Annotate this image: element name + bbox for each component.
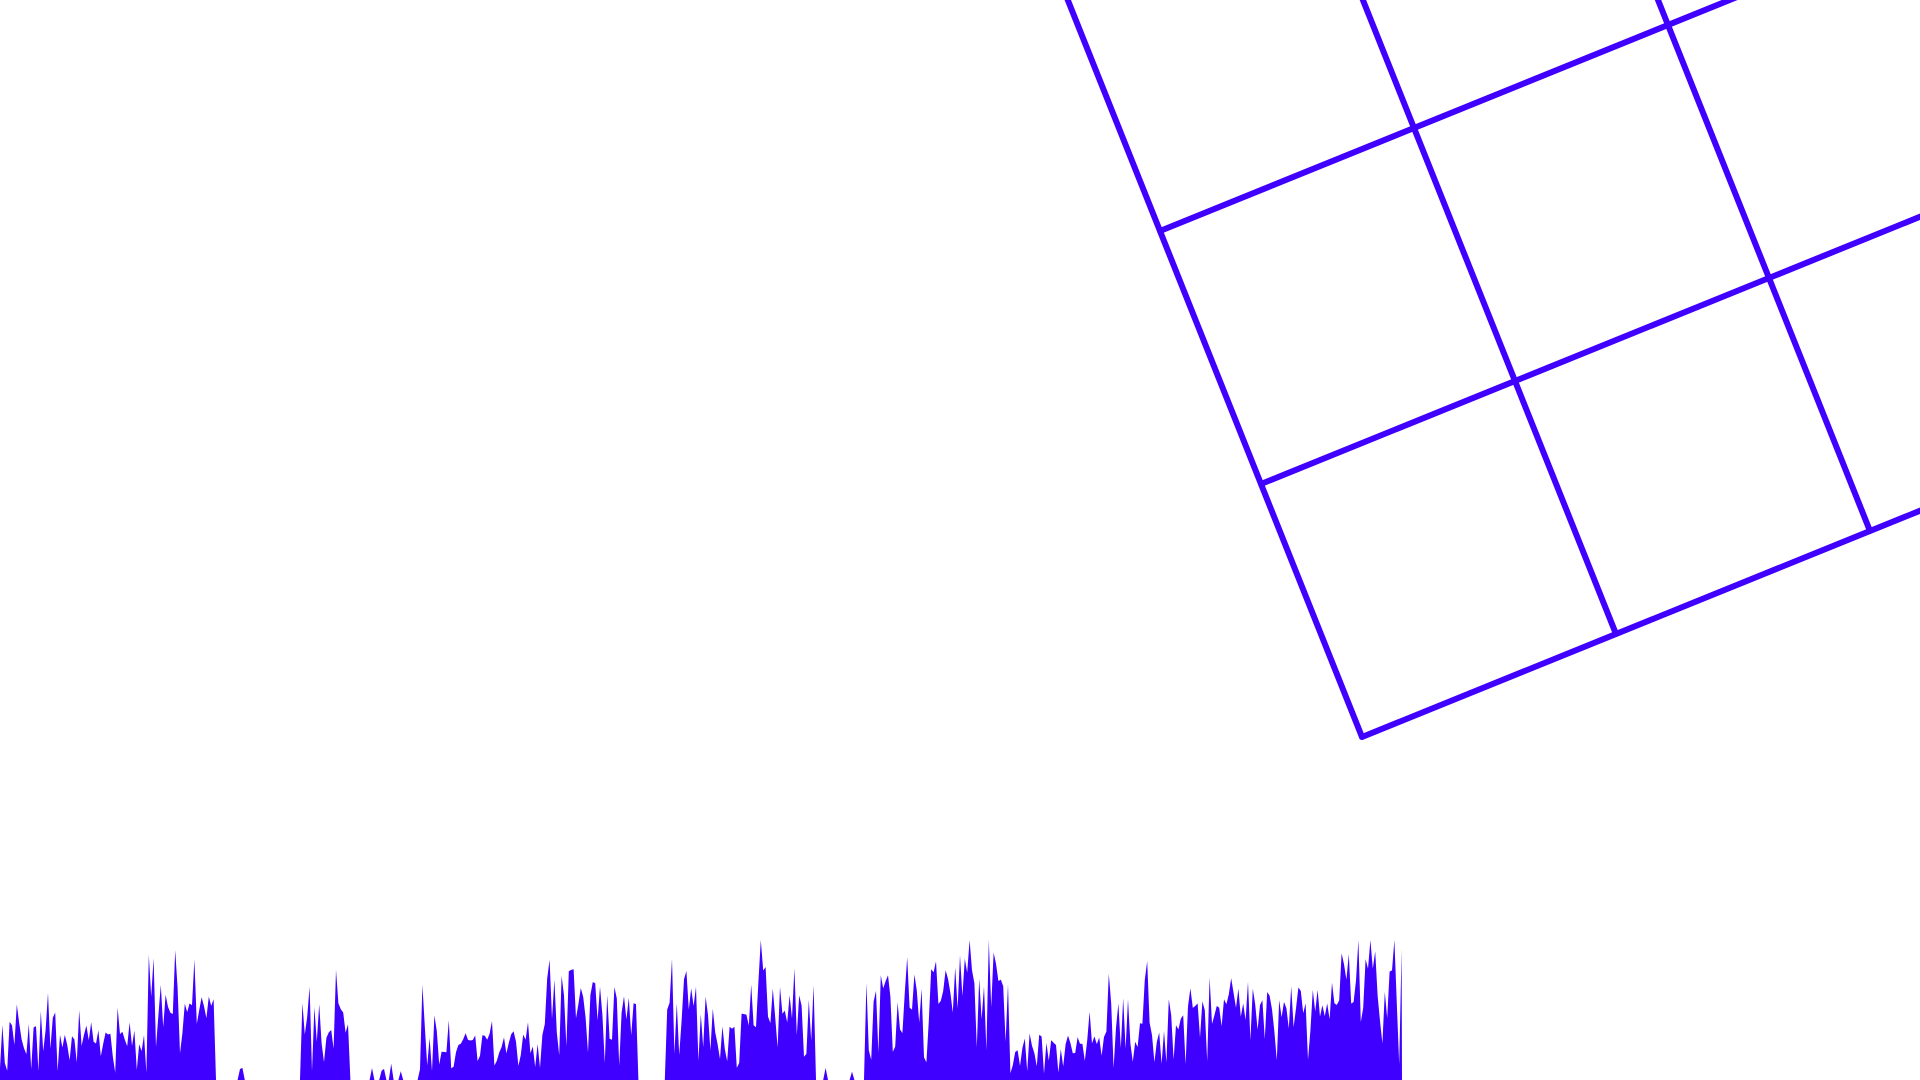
rotated-grid [1064, 0, 1920, 740]
grid-line-a-2 [1157, 0, 1738, 234]
grid-line-b-2 [1654, 0, 1873, 534]
waveform-shape [0, 940, 1402, 1080]
waveform [0, 940, 1402, 1080]
grid-line-b-1 [1359, 0, 1619, 637]
